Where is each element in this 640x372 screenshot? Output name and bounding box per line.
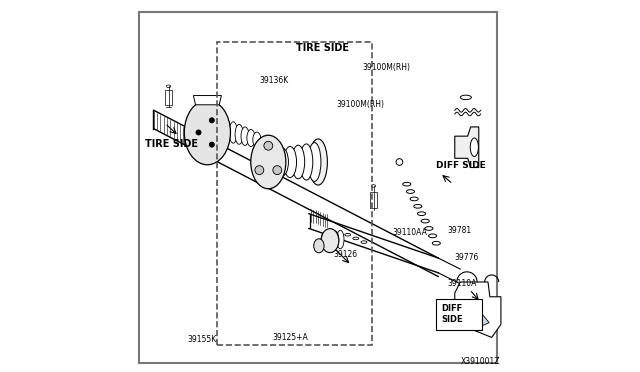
Ellipse shape bbox=[247, 129, 255, 147]
Polygon shape bbox=[464, 311, 489, 328]
Ellipse shape bbox=[209, 142, 214, 147]
Text: 39125+A: 39125+A bbox=[272, 333, 308, 342]
Text: DIFF SIDE: DIFF SIDE bbox=[436, 161, 486, 170]
Text: 39136K: 39136K bbox=[259, 76, 289, 85]
Ellipse shape bbox=[332, 231, 339, 248]
Polygon shape bbox=[455, 127, 479, 167]
Ellipse shape bbox=[421, 219, 429, 223]
Text: 39776: 39776 bbox=[455, 253, 479, 263]
Ellipse shape bbox=[353, 237, 359, 240]
Ellipse shape bbox=[255, 166, 264, 174]
Polygon shape bbox=[193, 96, 221, 105]
Ellipse shape bbox=[308, 142, 321, 182]
Ellipse shape bbox=[251, 135, 286, 189]
Ellipse shape bbox=[326, 232, 333, 247]
Polygon shape bbox=[455, 282, 501, 337]
Text: DIFF
SIDE: DIFF SIDE bbox=[441, 304, 463, 324]
Ellipse shape bbox=[229, 122, 237, 143]
Text: 39100M(RH): 39100M(RH) bbox=[362, 63, 410, 72]
Text: 39155K: 39155K bbox=[187, 335, 216, 344]
Ellipse shape bbox=[314, 239, 324, 253]
Ellipse shape bbox=[196, 130, 201, 135]
Text: X391001Z: X391001Z bbox=[460, 357, 500, 366]
Ellipse shape bbox=[406, 190, 415, 193]
Ellipse shape bbox=[432, 241, 440, 245]
Text: TIRE SIDE: TIRE SIDE bbox=[296, 42, 349, 52]
Ellipse shape bbox=[429, 234, 436, 238]
Ellipse shape bbox=[417, 212, 426, 215]
Ellipse shape bbox=[321, 232, 328, 247]
Ellipse shape bbox=[268, 149, 280, 175]
Text: 39126: 39126 bbox=[333, 250, 357, 259]
Ellipse shape bbox=[253, 132, 261, 148]
Ellipse shape bbox=[460, 95, 472, 100]
Ellipse shape bbox=[345, 234, 351, 236]
Ellipse shape bbox=[166, 85, 171, 87]
Ellipse shape bbox=[410, 197, 418, 201]
Ellipse shape bbox=[470, 138, 478, 157]
FancyBboxPatch shape bbox=[436, 299, 483, 330]
Text: TIRE SIDE: TIRE SIDE bbox=[145, 138, 198, 148]
Ellipse shape bbox=[396, 159, 403, 165]
FancyBboxPatch shape bbox=[370, 192, 377, 208]
Ellipse shape bbox=[273, 166, 282, 174]
Text: 39110A: 39110A bbox=[447, 279, 477, 288]
Ellipse shape bbox=[284, 147, 296, 177]
Ellipse shape bbox=[371, 185, 376, 187]
Ellipse shape bbox=[309, 139, 328, 185]
Ellipse shape bbox=[269, 154, 275, 170]
Text: 39110AA: 39110AA bbox=[392, 228, 427, 237]
Ellipse shape bbox=[184, 100, 230, 165]
FancyBboxPatch shape bbox=[165, 90, 172, 105]
Ellipse shape bbox=[275, 148, 289, 176]
Ellipse shape bbox=[337, 230, 344, 249]
Text: 39781: 39781 bbox=[447, 226, 472, 235]
Ellipse shape bbox=[403, 182, 411, 186]
Ellipse shape bbox=[235, 124, 243, 144]
Ellipse shape bbox=[264, 141, 273, 150]
Ellipse shape bbox=[300, 144, 313, 180]
Ellipse shape bbox=[425, 227, 433, 230]
Ellipse shape bbox=[241, 127, 249, 145]
Ellipse shape bbox=[361, 241, 367, 243]
Ellipse shape bbox=[292, 145, 305, 179]
Text: 39100M(RH): 39100M(RH) bbox=[337, 100, 385, 109]
Ellipse shape bbox=[414, 205, 422, 208]
Ellipse shape bbox=[321, 229, 339, 253]
Ellipse shape bbox=[209, 118, 214, 123]
